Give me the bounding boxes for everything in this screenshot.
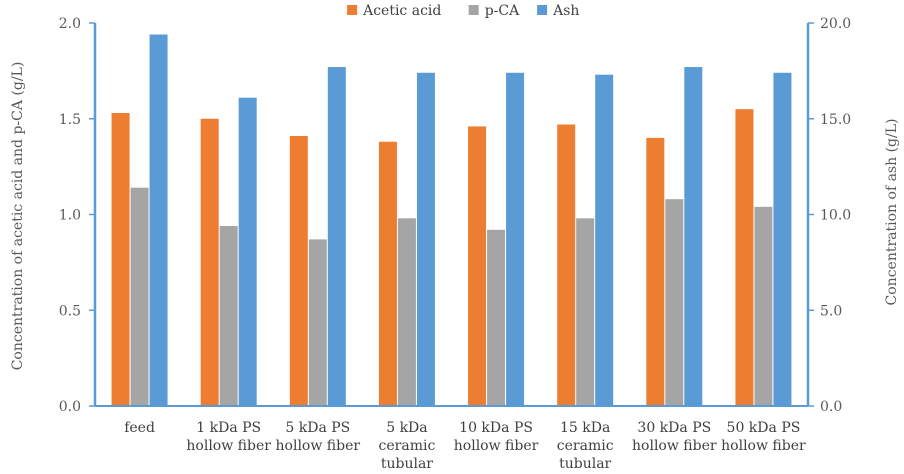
- y2-tick-label: 10.0: [820, 208, 851, 224]
- x-tick-label: 15 kDa ceramic tubular: [557, 420, 614, 472]
- axes: 0.0 0.5 1.0 1.5 2.0 0.0 5.0 10.0 15.0 20.0 feed 1 k…: [59, 16, 851, 472]
- bar-acetic-acid-5: [557, 124, 576, 407]
- bar-p-ca-2: [308, 239, 327, 406]
- bar-acetic-acid-1: [200, 118, 219, 406]
- bars: [111, 34, 792, 407]
- x-tick-label: feed: [124, 420, 155, 436]
- y-axis-label: Concentration of acetic acid and p-CA (g…: [10, 62, 26, 371]
- bar-acetic-acid-6: [646, 137, 665, 406]
- bar-ash-1: [238, 97, 257, 406]
- bar-ash-3: [416, 72, 435, 406]
- legend-swatch-acetic-acid: [347, 5, 358, 15]
- bar-p-ca-0: [130, 187, 149, 406]
- legend-swatch-ash: [537, 5, 548, 15]
- bar-p-ca-5: [576, 218, 595, 406]
- y2-tick-label: 20.0: [820, 16, 851, 32]
- legend: Acetic acid p-CA Ash: [347, 3, 579, 19]
- bar-ash-6: [684, 67, 703, 407]
- y-tick-label: 1.0: [59, 208, 81, 224]
- bar-p-ca-4: [487, 229, 506, 406]
- x-tick-label: 1 kDa PS hollow fiber: [186, 420, 271, 454]
- bar-p-ca-1: [219, 225, 238, 406]
- bar-acetic-acid-4: [468, 126, 487, 406]
- y2-tick-label: 15.0: [820, 112, 851, 128]
- bar-ash-5: [595, 74, 614, 406]
- bar-ash-2: [327, 67, 346, 407]
- x-tick-label: 5 kDa ceramic tubular: [379, 420, 436, 472]
- y-tick-label: 1.5: [59, 112, 81, 128]
- y-tick-label: 2.0: [59, 16, 81, 32]
- bar-ash-0: [149, 34, 168, 407]
- x-tick-label: 5 kDa PS hollow fiber: [276, 420, 361, 454]
- bar-acetic-acid-0: [111, 113, 130, 406]
- y2-tick-label: 0.0: [820, 399, 842, 415]
- bar-acetic-acid-7: [735, 109, 754, 407]
- y2-axis-label: Concentration of ash (g/L): [884, 119, 900, 306]
- bar-acetic-acid-2: [289, 135, 308, 407]
- y2-tick-label: 5.0: [820, 303, 842, 319]
- bar-ash-4: [506, 72, 525, 406]
- legend-label: Ash: [552, 3, 579, 19]
- legend-label: Acetic acid: [362, 3, 441, 19]
- bar-acetic-acid-3: [378, 141, 397, 407]
- bar-ash-7: [773, 72, 792, 406]
- legend-label: p-CA: [485, 3, 520, 19]
- bar-p-ca-7: [754, 206, 773, 406]
- y-tick-label: 0.5: [59, 303, 81, 319]
- y-tick-label: 0.0: [59, 399, 81, 415]
- x-tick-label: 30 kDa PS hollow fiber: [632, 420, 717, 454]
- legend-swatch-p-ca: [468, 5, 479, 15]
- bar-p-ca-3: [397, 218, 416, 406]
- x-tick-label: 10 kDa PS hollow fiber: [454, 420, 539, 454]
- x-tick-label: 50 kDa PS hollow fiber: [721, 420, 806, 454]
- bar-p-ca-6: [665, 199, 684, 406]
